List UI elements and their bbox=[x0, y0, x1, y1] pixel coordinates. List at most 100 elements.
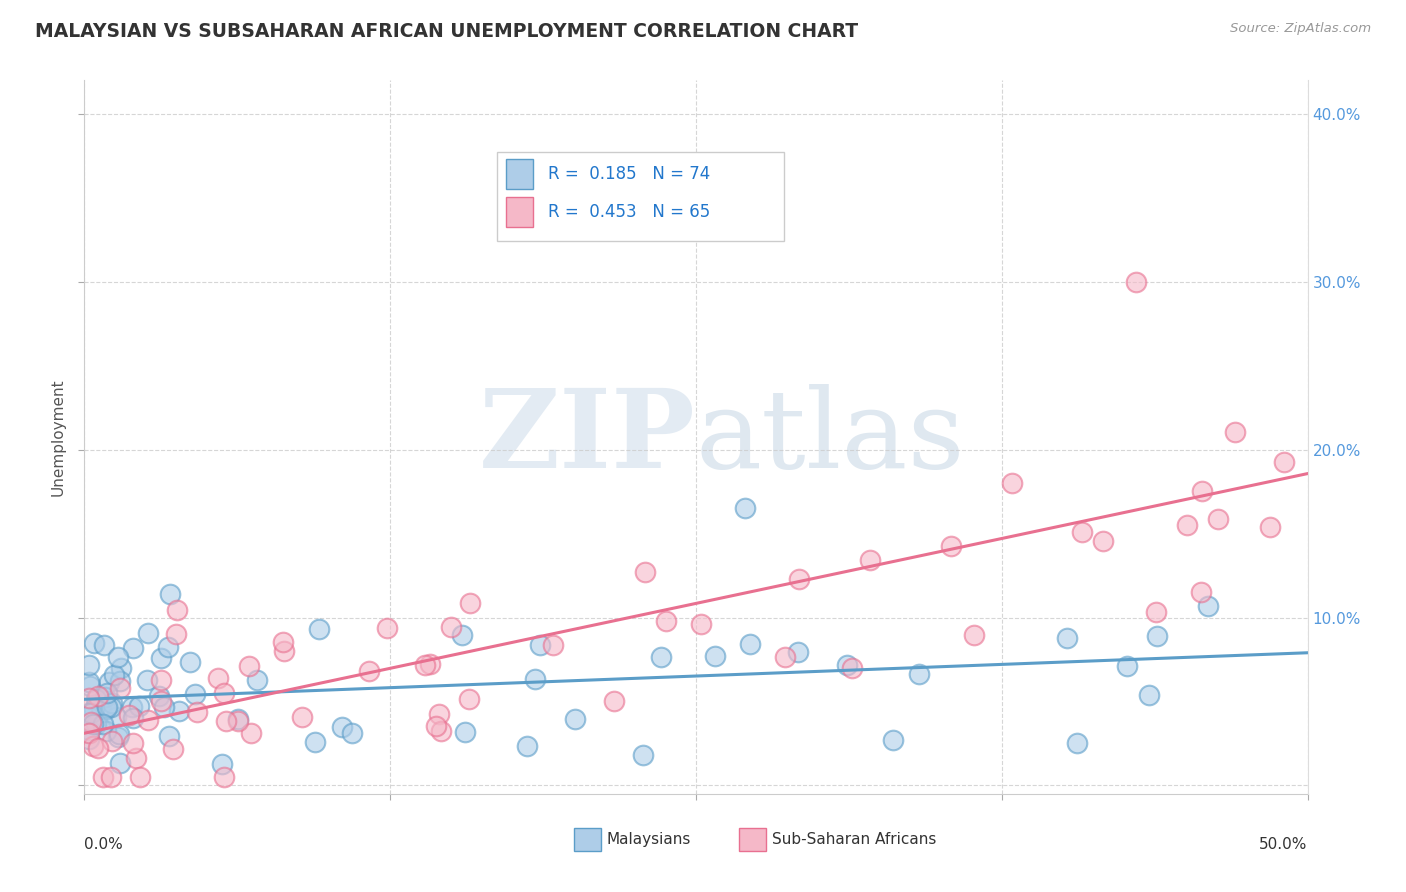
Point bbox=[226, 714, 249, 729]
Point bbox=[427, 706, 450, 721]
Point bbox=[1091, 534, 1114, 549]
Point bbox=[77, 706, 100, 720]
Point bbox=[97, 674, 120, 689]
Point bbox=[419, 657, 441, 672]
Point bbox=[291, 710, 314, 724]
Point bbox=[148, 689, 170, 703]
Point bbox=[159, 729, 181, 743]
Text: R =  0.185   N = 74: R = 0.185 N = 74 bbox=[548, 166, 710, 184]
Point bbox=[121, 700, 143, 714]
Text: ZIP: ZIP bbox=[479, 384, 696, 491]
Point bbox=[1175, 517, 1198, 532]
Point bbox=[110, 661, 132, 675]
Point bbox=[110, 756, 132, 771]
Point bbox=[79, 680, 101, 694]
Point bbox=[122, 736, 145, 750]
Point bbox=[136, 625, 159, 640]
Point bbox=[375, 620, 398, 634]
Text: Sub-Saharan Africans: Sub-Saharan Africans bbox=[772, 832, 936, 847]
Point bbox=[128, 770, 150, 784]
Point bbox=[239, 726, 262, 740]
Point bbox=[941, 539, 963, 553]
Point bbox=[1071, 525, 1094, 540]
Point bbox=[128, 699, 150, 714]
Point bbox=[121, 641, 143, 656]
Point bbox=[87, 690, 110, 704]
Point bbox=[211, 757, 233, 772]
Point bbox=[83, 702, 105, 716]
FancyBboxPatch shape bbox=[506, 160, 533, 189]
Point bbox=[93, 690, 115, 705]
Point bbox=[108, 727, 131, 741]
Point bbox=[136, 713, 159, 727]
Point bbox=[451, 628, 474, 642]
Point bbox=[304, 735, 326, 749]
Point bbox=[96, 686, 118, 700]
Point bbox=[246, 673, 269, 688]
Point bbox=[1125, 275, 1147, 289]
Point bbox=[1191, 483, 1213, 498]
Text: MALAYSIAN VS SUBSAHARAN AFRICAN UNEMPLOYMENT CORRELATION CHART: MALAYSIAN VS SUBSAHARAN AFRICAN UNEMPLOY… bbox=[35, 22, 858, 41]
Point bbox=[273, 644, 295, 658]
Point bbox=[631, 748, 654, 763]
Point bbox=[907, 667, 929, 681]
Point bbox=[837, 657, 859, 672]
Point bbox=[77, 675, 100, 690]
Text: Source: ZipAtlas.com: Source: ZipAtlas.com bbox=[1230, 22, 1371, 36]
Point bbox=[108, 673, 131, 688]
Point bbox=[963, 628, 986, 642]
Point bbox=[529, 638, 551, 652]
Point bbox=[184, 687, 207, 701]
Point bbox=[87, 740, 110, 755]
Point bbox=[121, 711, 143, 725]
Point bbox=[226, 712, 249, 726]
Point bbox=[165, 627, 187, 641]
Point bbox=[773, 650, 796, 665]
Point bbox=[516, 739, 538, 754]
FancyBboxPatch shape bbox=[496, 152, 785, 241]
Point bbox=[94, 724, 117, 739]
Point bbox=[454, 725, 477, 739]
Point bbox=[340, 726, 363, 740]
Point bbox=[103, 668, 125, 682]
Point bbox=[136, 673, 159, 687]
Point bbox=[80, 706, 103, 720]
Point bbox=[96, 700, 118, 714]
Point bbox=[703, 648, 725, 663]
Point bbox=[740, 637, 762, 651]
Point bbox=[1144, 606, 1167, 620]
Text: 50.0%: 50.0% bbox=[1260, 837, 1308, 852]
Point bbox=[859, 553, 882, 567]
Point bbox=[786, 645, 808, 659]
Point bbox=[110, 681, 132, 696]
Point bbox=[166, 603, 188, 617]
Point bbox=[787, 572, 810, 586]
Point bbox=[125, 751, 148, 765]
Point bbox=[440, 620, 463, 634]
Point bbox=[107, 650, 129, 665]
Point bbox=[215, 714, 238, 729]
Y-axis label: Unemployment: Unemployment bbox=[51, 378, 66, 496]
Point bbox=[1146, 629, 1168, 643]
Point bbox=[83, 636, 105, 650]
Point bbox=[77, 723, 100, 738]
Point bbox=[149, 694, 172, 708]
Point bbox=[84, 691, 107, 706]
Point bbox=[1197, 599, 1219, 614]
Point bbox=[1258, 520, 1281, 534]
Point bbox=[101, 734, 124, 748]
Point bbox=[157, 640, 180, 655]
Point bbox=[207, 672, 229, 686]
Point bbox=[100, 700, 122, 714]
Point bbox=[650, 650, 672, 665]
Point bbox=[162, 742, 184, 756]
Point bbox=[1137, 688, 1160, 702]
Point bbox=[100, 770, 122, 784]
Point bbox=[153, 699, 176, 714]
Point bbox=[90, 700, 112, 714]
Point bbox=[734, 501, 756, 516]
Point bbox=[634, 566, 657, 580]
Point bbox=[93, 639, 115, 653]
Point bbox=[77, 658, 100, 673]
Point bbox=[541, 638, 564, 652]
